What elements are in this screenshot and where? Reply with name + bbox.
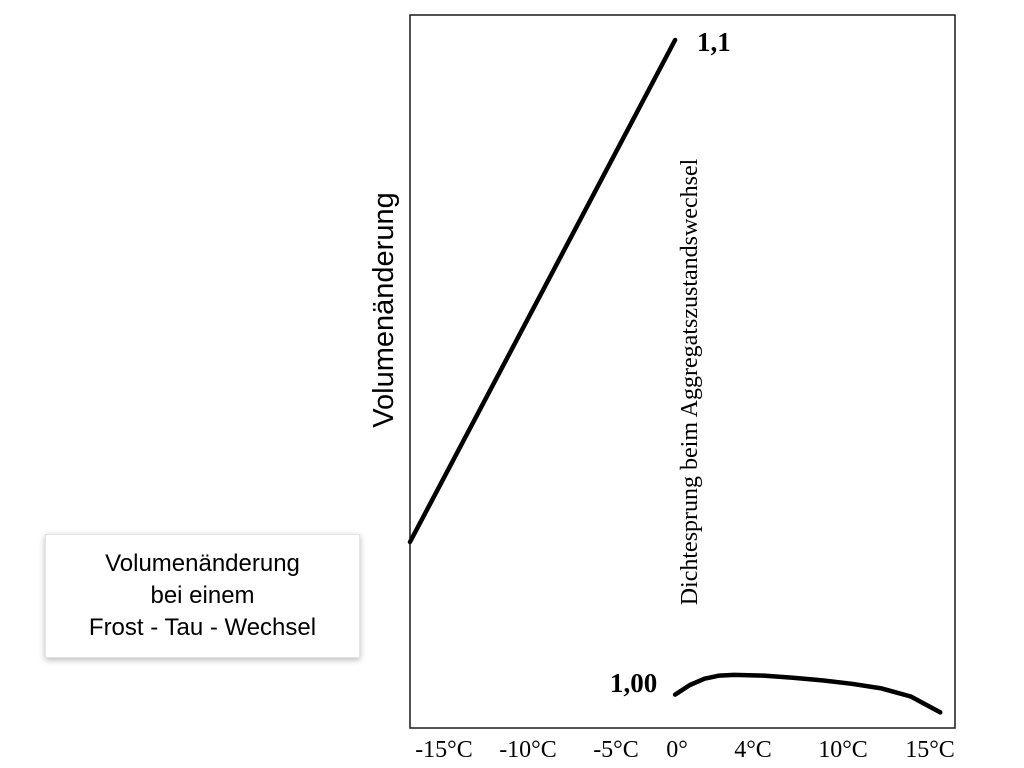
- series-line-water: [672, 672, 943, 715]
- info-box-line-3: Frost - Tau - Wechsel: [88, 614, 317, 641]
- info-box-line-2: bei einem: [150, 582, 255, 609]
- density-jump-annotation: Dichtesprung beim Aggregatszustandswechs…: [677, 158, 703, 605]
- x-tick-label: 10°C: [818, 737, 868, 763]
- x-tick-label: -15°C: [415, 737, 473, 763]
- value-label-ice-end: 1,1: [697, 27, 731, 57]
- value-label-water-start: 1,00: [610, 668, 657, 698]
- info-box-line-1: Volumenänderung: [105, 550, 300, 577]
- x-tick-label: -5°C: [593, 737, 639, 763]
- y-axis-label: Volumenänderung: [368, 192, 400, 427]
- frost-thaw-info-box: Volumenänderung bei einem Frost - Tau - …: [45, 534, 360, 658]
- x-tick-label: 15°C: [905, 737, 955, 763]
- x-tick-label: 4°C: [734, 737, 772, 763]
- x-tick-labels: -15°C -10°C -5°C 0° 4°C 10°C 15°C: [415, 737, 955, 763]
- series-layer: [407, 37, 943, 715]
- series-line-ice: [407, 37, 678, 545]
- x-tick-label: -10°C: [499, 737, 557, 763]
- plot-frame: [409, 14, 956, 729]
- x-tick-label: 0°: [666, 737, 688, 763]
